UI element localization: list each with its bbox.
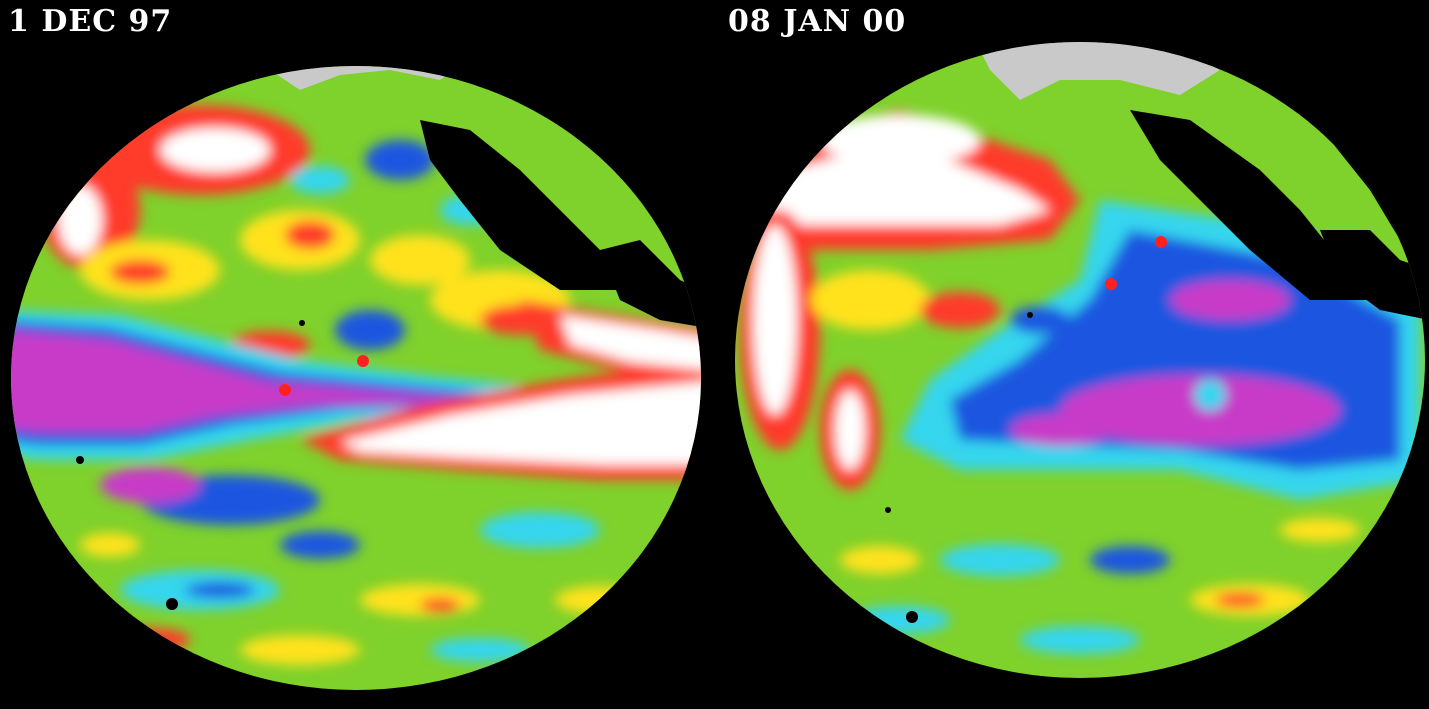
left-land-alaska [260,66,470,90]
left-marker-1 [279,384,291,396]
right-land-alaska [970,42,1220,100]
right-marker-1 [1105,278,1117,290]
left-marker-2 [357,355,369,367]
right-panel-date-label: 08 JAN 00 [728,4,907,39]
right-marker-2 [1155,236,1167,248]
left-panel-date-label: 1 DEC 97 [8,4,173,39]
